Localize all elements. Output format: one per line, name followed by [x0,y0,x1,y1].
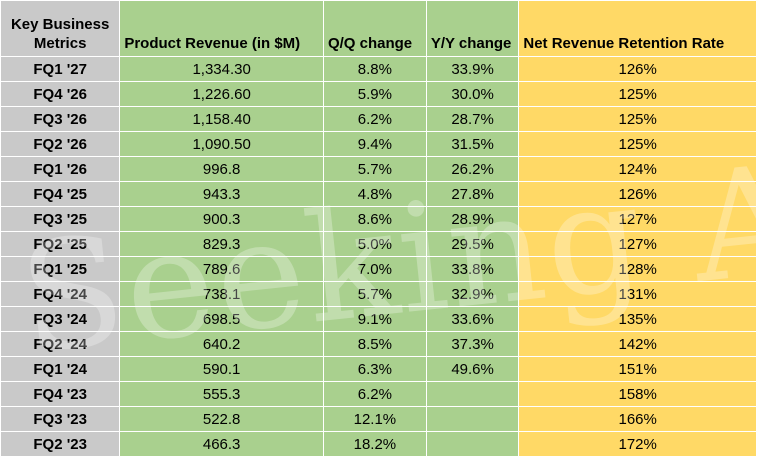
yy-change-cell: 28.9% [425,206,520,232]
table-row: FQ3 '26 1,158.40 6.2% 28.7% 125% [0,106,757,132]
nrr-cell: 158% [518,381,757,407]
quarter-cell: FQ3 '23 [0,406,121,432]
yy-change-cell: 33.6% [425,306,520,332]
table-row: FQ4 '23 555.3 6.2% 158% [0,381,757,407]
table-row: FQ1 '24 590.1 6.3% 49.6% 151% [0,356,757,382]
table-row: FQ1 '26 996.8 5.7% 26.2% 124% [0,156,757,182]
nrr-cell: 166% [518,406,757,432]
table-row: FQ4 '25 943.3 4.8% 27.8% 126% [0,181,757,207]
table-row: FQ1 '27 1,334.30 8.8% 33.9% 126% [0,56,757,82]
yy-change-cell: 49.6% [425,356,520,382]
qq-change-cell: 8.6% [322,206,427,232]
header-product-revenue: Product Revenue (in $M) [119,0,324,57]
table-row: FQ4 '24 738.1 5.7% 32.9% 131% [0,281,757,307]
product-revenue-cell: 1,226.60 [119,81,324,107]
qq-change-cell: 5.7% [322,281,427,307]
product-revenue-cell: 829.3 [119,231,324,257]
nrr-cell: 126% [518,56,757,82]
quarter-cell: FQ3 '25 [0,206,121,232]
quarter-cell: FQ1 '24 [0,356,121,382]
qq-change-cell: 4.8% [322,181,427,207]
yy-change-cell: 26.2% [425,156,520,182]
product-revenue-cell: 640.2 [119,331,324,357]
header-yy-change: Y/Y change [425,0,520,57]
table-row: FQ3 '24 698.5 9.1% 33.6% 135% [0,306,757,332]
product-revenue-cell: 698.5 [119,306,324,332]
product-revenue-cell: 590.1 [119,356,324,382]
product-revenue-cell: 900.3 [119,206,324,232]
qq-change-cell: 8.5% [322,331,427,357]
header-net-revenue-retention-rate: Net Revenue Retention Rate [518,0,757,57]
quarter-cell: FQ4 '24 [0,281,121,307]
nrr-cell: 125% [518,106,757,132]
product-revenue-cell: 1,334.30 [119,56,324,82]
yy-change-cell [425,381,520,407]
table-row: FQ3 '25 900.3 8.6% 28.9% 127% [0,206,757,232]
qq-change-cell: 9.4% [322,131,427,157]
table-row: FQ2 '25 829.3 5.0% 29.5% 127% [0,231,757,257]
product-revenue-cell: 996.8 [119,156,324,182]
yy-change-cell: 29.5% [425,231,520,257]
product-revenue-cell: 555.3 [119,381,324,407]
table-row: FQ3 '23 522.8 12.1% 166% [0,406,757,432]
quarter-cell: FQ4 '26 [0,81,121,107]
nrr-cell: 127% [518,231,757,257]
nrr-cell: 125% [518,81,757,107]
header-row: Key Business Metrics Product Revenue (in… [0,0,757,57]
product-revenue-cell: 1,090.50 [119,131,324,157]
nrr-cell: 127% [518,206,757,232]
nrr-cell: 124% [518,156,757,182]
product-revenue-cell: 738.1 [119,281,324,307]
qq-change-cell: 6.2% [322,381,427,407]
nrr-cell: 135% [518,306,757,332]
nrr-cell: 125% [518,131,757,157]
quarter-cell: FQ3 '26 [0,106,121,132]
qq-change-cell: 12.1% [322,406,427,432]
yy-change-cell: 37.3% [425,331,520,357]
quarter-cell: FQ1 '25 [0,256,121,282]
table-row: FQ1 '25 789.6 7.0% 33.8% 128% [0,256,757,282]
qq-change-cell: 5.9% [322,81,427,107]
product-revenue-cell: 943.3 [119,181,324,207]
qq-change-cell: 6.2% [322,106,427,132]
quarter-cell: FQ1 '27 [0,56,121,82]
qq-change-cell: 6.3% [322,356,427,382]
qq-change-cell: 9.1% [322,306,427,332]
yy-change-cell: 33.8% [425,256,520,282]
header-qq-change: Q/Q change [322,0,427,57]
table-body: FQ1 '27 1,334.30 8.8% 33.9% 126% FQ4 '26 1,226… [0,56,757,457]
product-revenue-cell: 1,158.40 [119,106,324,132]
nrr-cell: 128% [518,256,757,282]
yy-change-cell [425,406,520,432]
product-revenue-cell: 789.6 [119,256,324,282]
yy-change-cell: 27.8% [425,181,520,207]
quarter-cell: FQ2 '25 [0,231,121,257]
quarter-cell: FQ2 '24 [0,331,121,357]
qq-change-cell: 5.7% [322,156,427,182]
nrr-cell: 131% [518,281,757,307]
quarter-cell: FQ3 '24 [0,306,121,332]
quarter-cell: FQ4 '25 [0,181,121,207]
quarter-cell: FQ4 '23 [0,381,121,407]
table-row: FQ4 '26 1,226.60 5.9% 30.0% 125% [0,81,757,107]
nrr-cell: 126% [518,181,757,207]
yy-change-cell: 28.7% [425,106,520,132]
yy-change-cell: 32.9% [425,281,520,307]
yy-change-cell: 31.5% [425,131,520,157]
product-revenue-cell: 522.8 [119,406,324,432]
nrr-cell: 142% [518,331,757,357]
table-row: FQ2 '24 640.2 8.5% 37.3% 142% [0,331,757,357]
qq-change-cell: 7.0% [322,256,427,282]
nrr-cell: 151% [518,356,757,382]
header-key-business-metrics: Key Business Metrics [0,0,121,57]
yy-change-cell: 33.9% [425,56,520,82]
quarter-cell: FQ2 '26 [0,131,121,157]
quarter-cell: FQ1 '26 [0,156,121,182]
yy-change-cell: 30.0% [425,81,520,107]
qq-change-cell: 5.0% [322,231,427,257]
qq-change-cell: 8.8% [322,56,427,82]
table-row: FQ2 '26 1,090.50 9.4% 31.5% 125% [0,131,757,157]
